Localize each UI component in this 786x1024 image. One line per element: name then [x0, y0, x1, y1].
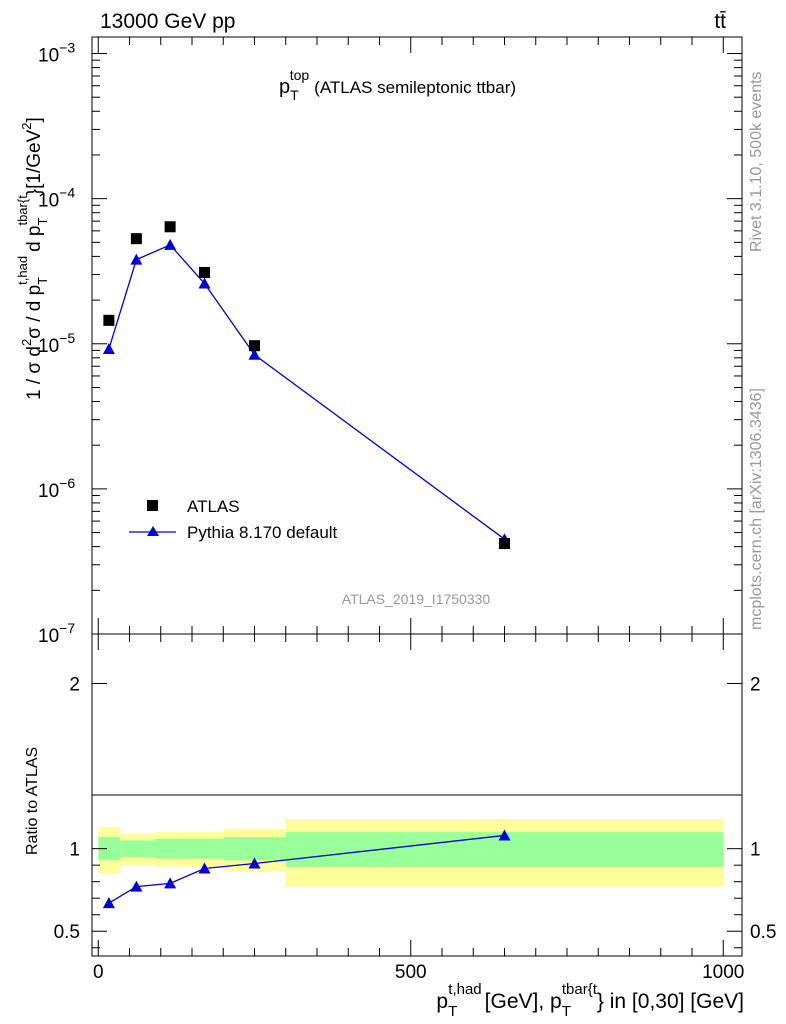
main-series-group [102, 221, 511, 550]
pythia-point [130, 253, 143, 265]
beam-label: 13000 GeV pp [100, 10, 235, 33]
ratio-series-group [102, 829, 511, 909]
x-tick-label: 500 [395, 962, 427, 983]
ratio-band-inner [192, 838, 224, 859]
x-axis-label: pTt,had[GeV], pTtbar{t} in [0,30] [GeV] [436, 981, 744, 1020]
pythia-point [102, 343, 115, 355]
atlas-point [164, 221, 176, 233]
legend-atlas-marker [147, 500, 158, 511]
title-sup: top [290, 67, 310, 83]
ratio-point [102, 897, 115, 909]
main-y-axis-label: 1 / σ d2σ / d pTt,hadd pTtbar{t}[1/GeV2] [15, 117, 50, 400]
ratio-y-tick-label-right: 1 [750, 840, 761, 861]
pythia-point [164, 238, 177, 250]
legend-pythia-label: Pythia 8.170 default [187, 523, 338, 542]
atlas-point [103, 314, 115, 326]
main-y-tick-label: 10−6 [38, 475, 75, 502]
ratio-y-tick-label: 2 [69, 675, 80, 696]
chart-title: pTtop(ATLAS semileptonic ttbar) [279, 67, 516, 103]
ratio-y-tick-labels: 0.5 0.5 1 1 2 2 [54, 675, 777, 944]
ratio-axis-ticks [92, 634, 742, 956]
x-tick-label: 1000 [702, 962, 744, 983]
legend-atlas-label: ATLAS [187, 497, 240, 516]
main-y-tick-label: 10−5 [38, 330, 75, 357]
ratio-y-tick-label-right: 2 [750, 675, 761, 696]
mcplots-label: mcplots.cern.ch [arXiv:1306.3436] [748, 388, 765, 630]
rivet-label: Rivet 3.1.10, 500k events [748, 71, 765, 252]
ratio-band-inner [223, 837, 286, 861]
ratio-band-inner [120, 840, 155, 857]
atlas-point [199, 266, 210, 278]
ratio-y-tick-label: 0.5 [54, 922, 80, 943]
pythia-line [108, 244, 505, 540]
atlas-point [249, 340, 260, 352]
ratio-point [164, 877, 177, 889]
ratio-point [498, 829, 511, 841]
ratio-point [198, 862, 211, 874]
main-plot: 10−7 10−6 10−5 10−4 10−3 pTtop(ATLAS semilep… [15, 36, 743, 647]
main-plot-frame [91, 36, 743, 635]
ratio-plot-frame [91, 633, 743, 957]
ratio-y-tick-label: 1 [69, 840, 80, 861]
ratio-bands [98, 818, 724, 887]
pythia-point [248, 348, 261, 360]
title-main: p [279, 76, 290, 98]
atlas-point [499, 538, 510, 550]
process-label: tt̄ [714, 10, 726, 33]
legend: ATLAS Pythia 8.170 default [129, 497, 338, 542]
ratio-band-inner [98, 837, 121, 861]
main-y-tick-label: 10−4 [38, 185, 75, 212]
x-tick-labels: 0 500 1000 [93, 962, 744, 983]
ratio-plot: Ratio to ATLAS 0.5 0.5 1 1 2 2 [24, 633, 777, 957]
ratio-y-axis-label: Ratio to ATLAS [24, 747, 41, 855]
ratio-y-tick-label-right: 0.5 [750, 922, 776, 943]
pythia-point [198, 277, 211, 289]
x-tick-label: 0 [93, 962, 104, 983]
atlas-point [130, 233, 142, 245]
main-y-tick-labels: 10−7 10−6 10−5 10−4 10−3 [38, 40, 75, 647]
main-axis-ticks [92, 37, 742, 635]
title-rest: (ATLAS semileptonic ttbar) [314, 78, 516, 97]
legend-pythia-marker [147, 526, 159, 536]
ratio-point [248, 857, 261, 869]
title-sub: T [290, 87, 299, 103]
main-y-tick-label: 10−3 [38, 40, 75, 67]
analysis-id: ATLAS_2019_I1750330 [342, 591, 491, 607]
ratio-band-inner [154, 838, 192, 859]
main-y-tick-label: 10−7 [38, 620, 75, 647]
ratio-point [130, 880, 143, 892]
